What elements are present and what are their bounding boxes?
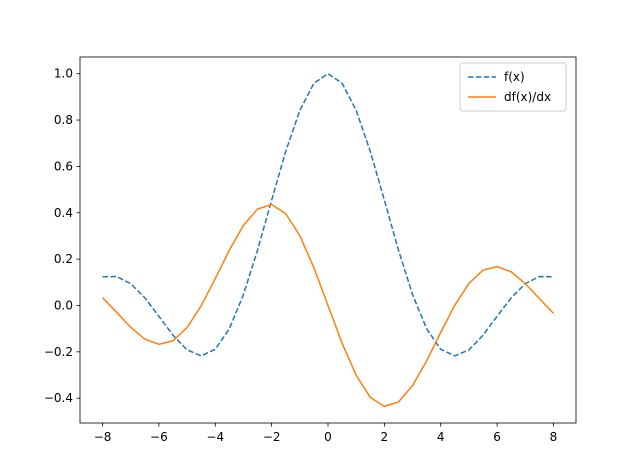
x-tick-label: −8: [94, 430, 112, 444]
line-series: [102, 203, 554, 408]
y-tick-label: 0.0: [54, 298, 73, 312]
x-tick-label: 0: [324, 430, 332, 444]
y-tick-label: 0.2: [54, 252, 73, 266]
x-tick-label: −2: [263, 430, 281, 444]
x-tick-label: −6: [150, 430, 168, 444]
x-tick-label: 4: [437, 430, 445, 444]
y-tick-label: 1.0: [54, 67, 73, 81]
legend: [459, 62, 567, 112]
axes-frame: [79, 56, 577, 424]
y-tick-label: −0.4: [44, 391, 73, 405]
x-tick-label: 6: [493, 430, 501, 444]
y-tick-label: 0.8: [54, 113, 73, 127]
legend-label: f(x): [504, 70, 525, 84]
legend-label: df(x)/dx: [504, 90, 551, 104]
y-tick-label: 0.6: [54, 159, 73, 173]
line-series: [102, 72, 554, 357]
x-tick-label: 8: [550, 430, 558, 444]
x-tick-label: −4: [206, 430, 224, 444]
y-tick-label: 0.4: [54, 206, 73, 220]
x-tick-label: 2: [381, 430, 389, 444]
y-tick-label: −0.2: [44, 345, 73, 359]
